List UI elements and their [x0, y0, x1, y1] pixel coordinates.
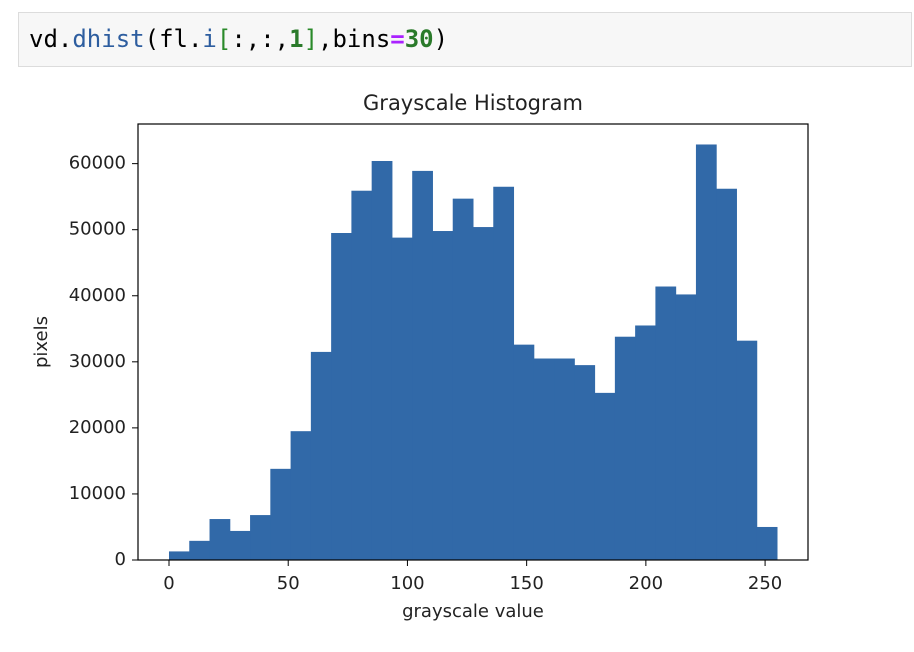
bar [493, 186, 515, 560]
bar [756, 526, 778, 560]
x-tick-label: 100 [390, 573, 424, 594]
y-axis-label: pixels [31, 316, 52, 368]
x-axis-label: grayscale value [402, 601, 544, 622]
plot-frame [137, 123, 809, 561]
bar [473, 227, 494, 560]
code-cell[interactable]: vd.dhist(fl.i[:,:,1],bins=30) [18, 12, 912, 67]
bar [391, 237, 413, 560]
code-token: ) [433, 25, 449, 53]
code-token: 30 [404, 25, 434, 53]
code-token: = [390, 25, 405, 53]
code-token: :,:, [231, 25, 290, 53]
bar [655, 286, 677, 560]
bar [290, 431, 312, 560]
bar [412, 170, 433, 561]
bar [594, 392, 616, 560]
bar [432, 231, 454, 560]
bar [533, 358, 555, 560]
bar [250, 515, 271, 560]
bar [554, 358, 575, 560]
y-tick-label: 50000 [69, 219, 126, 240]
y-tick-label: 10000 [69, 483, 126, 504]
bar [695, 144, 717, 560]
x-tick-label: 50 [277, 573, 300, 594]
code-token: ( [144, 25, 160, 53]
code-token: i [202, 25, 217, 53]
bar [635, 325, 656, 560]
bar [452, 198, 474, 560]
y-tick-label: 20000 [69, 417, 126, 438]
bar [371, 160, 393, 560]
chart-title: Grayscale Histogram [363, 91, 583, 115]
x-tick-label: 150 [509, 573, 543, 594]
bar [229, 530, 251, 560]
x-tick-label: 0 [163, 573, 174, 594]
x-tick-label: 250 [748, 573, 782, 594]
bar [675, 294, 697, 560]
code-token: vd [29, 25, 58, 53]
code-token: ] [303, 25, 319, 53]
code-token: [ [216, 25, 232, 53]
code-token: . [57, 25, 73, 53]
bar [736, 340, 758, 560]
y-tick-label: 30000 [69, 351, 126, 372]
code-token: . [187, 25, 203, 53]
y-tick-label: 40000 [69, 285, 126, 306]
bar [614, 336, 636, 560]
y-tick-label: 60000 [69, 153, 126, 174]
bar [310, 351, 332, 560]
bar [716, 188, 737, 561]
x-tick-label: 200 [629, 573, 663, 594]
bar [209, 519, 231, 560]
code-token: fl [159, 25, 188, 53]
bar [513, 344, 535, 560]
bar [189, 540, 211, 560]
bar [351, 190, 373, 561]
bar [574, 365, 596, 560]
bar [331, 233, 352, 560]
bar [168, 551, 190, 560]
code-token: 1 [289, 25, 304, 53]
bar [270, 468, 292, 560]
code-token: dhist [72, 25, 145, 53]
code-token: ,bins [318, 25, 391, 53]
y-tick-label: 0 [115, 549, 126, 570]
